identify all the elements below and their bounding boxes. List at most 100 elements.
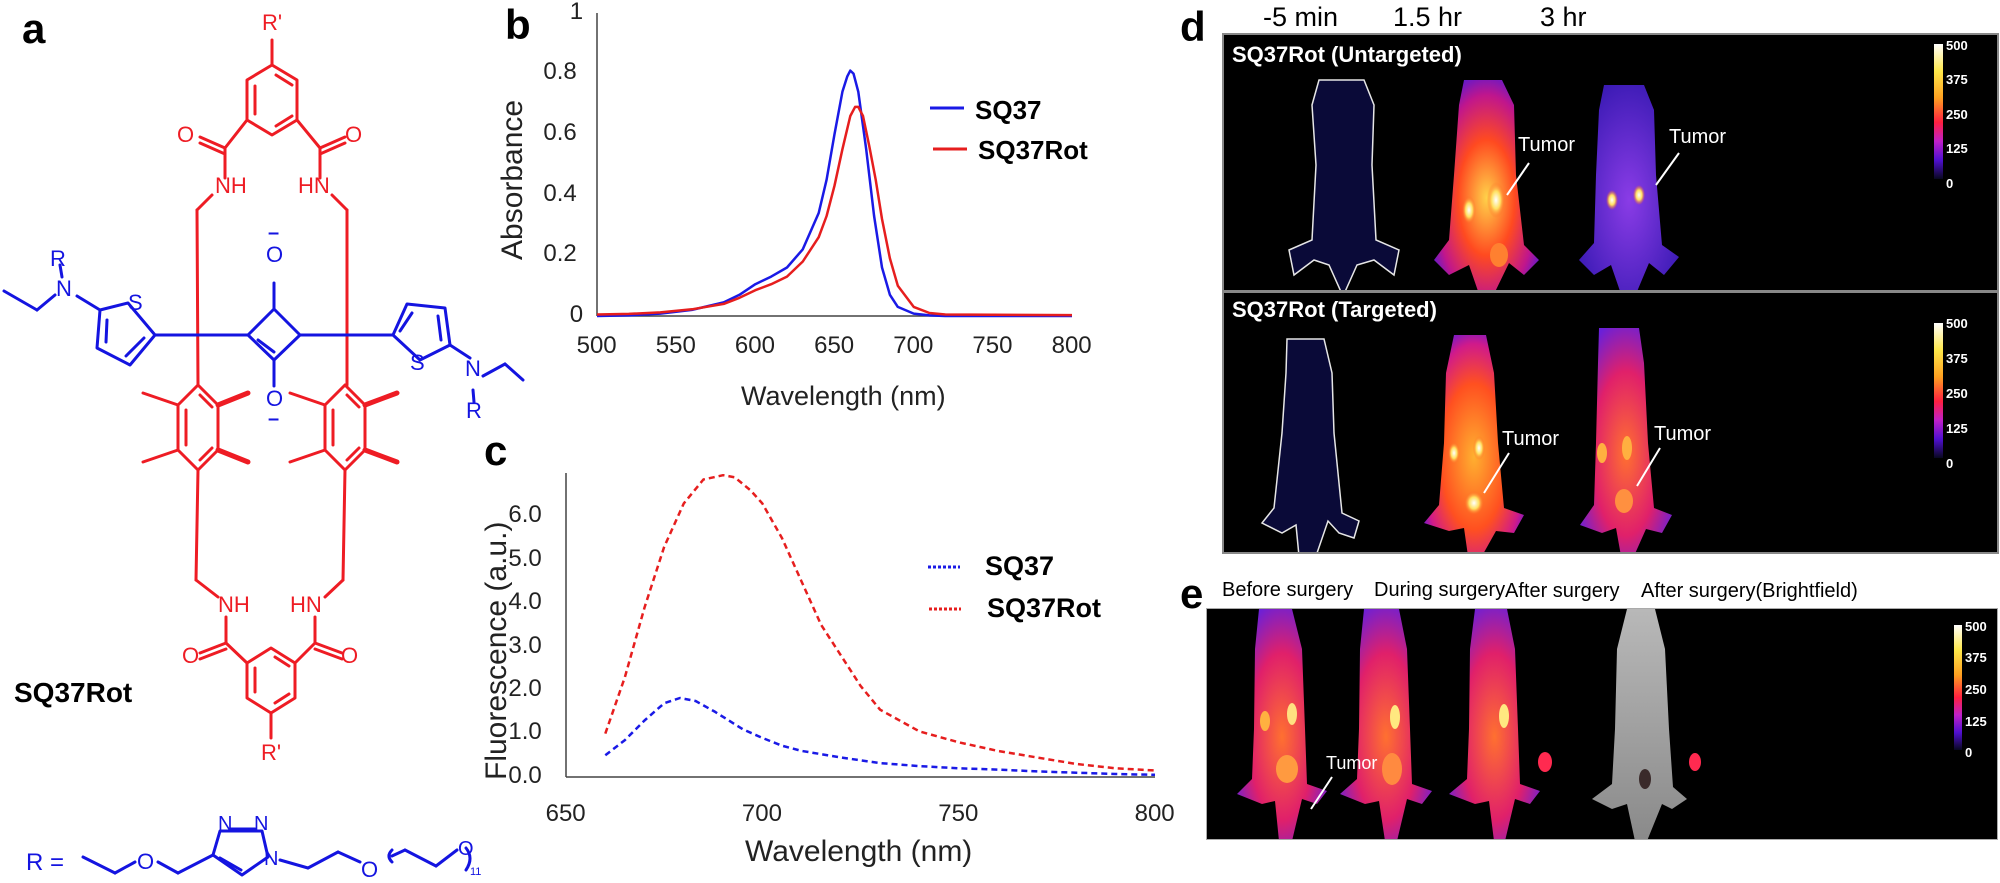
colorbar-tick: 125 [1965, 714, 1987, 729]
y-tick-label: 0.0 [508, 761, 542, 789]
charge-minus: – [268, 222, 280, 244]
colorbar-tick: 0 [1946, 456, 1954, 471]
colorbar-tick: 0 [1946, 176, 1954, 191]
top-isophthalamide [195, 38, 349, 387]
series-line-sq37rot [596, 105, 1073, 317]
panel-label-b: b [505, 1, 531, 48]
atom-n: N [465, 356, 481, 381]
y-tick-label: 5.0 [508, 544, 542, 572]
mouse-images [1237, 609, 1701, 839]
atom-o: O [182, 643, 200, 668]
panel-label-d: d [1180, 3, 1206, 50]
tumor-arrows [1506, 152, 1680, 196]
panel-label-a: a [22, 5, 46, 52]
mouse-fluorescence [1340, 609, 1432, 839]
x-tick-label: 500 [576, 332, 617, 359]
atom-o: O [458, 838, 474, 860]
colorbar-tick: 125 [1946, 421, 1968, 436]
panel-label-e: e [1180, 570, 1204, 617]
compound-name: SQ37Rot [14, 677, 133, 708]
legend-label-sq37rot: SQ37Rot [978, 135, 1088, 165]
atom-s: S [128, 290, 143, 315]
arrow-icon [1506, 162, 1530, 196]
colorbar-tick: 375 [1946, 72, 1968, 87]
atom-r: R [466, 398, 482, 423]
x-tick-label: 700 [893, 332, 934, 359]
mouse-outline [1288, 79, 1400, 290]
panel-label-c: c [484, 427, 508, 474]
y-tick-label: 0 [569, 300, 584, 328]
tumor-label: Tumor [1654, 423, 1712, 445]
y-tick-label: 0.2 [543, 240, 577, 268]
atom-o: O [137, 849, 155, 874]
repeat-subscript: 11 [470, 866, 482, 878]
tumor-arrows [1310, 776, 1333, 810]
mouse-fluorescence [1449, 609, 1540, 839]
stage-label: After surgery(Brightfield) [1641, 580, 1858, 602]
r-prime-top: R' [262, 10, 283, 35]
tumor-label: Tumor [1326, 753, 1378, 773]
chart-c-plot [565, 473, 1156, 778]
y-tick-label: 1.0 [508, 718, 542, 746]
x-tick-label: 550 [655, 332, 696, 359]
rotaxane-structure [2, 38, 525, 877]
triazole-n: N [264, 848, 279, 870]
colorbar-tick: 250 [1965, 682, 1987, 697]
atom-o: O [177, 122, 195, 147]
x-tick-label: 650 [545, 800, 586, 827]
chart-b-xlabel: Wavelength (nm) [741, 381, 946, 411]
timepoint-label: 1.5 hr [1393, 2, 1463, 32]
surgery-image-strip: Tumor 500 375 250 125 0 [1206, 608, 1998, 840]
tumor-label: Tumor [1518, 134, 1576, 156]
y-tick-label: 3.0 [508, 631, 542, 659]
y-tick-label: 0.6 [543, 119, 577, 146]
r-group-label: R = [26, 849, 65, 876]
mouse-outline [1260, 338, 1360, 552]
timepoint-label: -5 min [1263, 2, 1339, 32]
mouse-brightfield [1592, 609, 1687, 839]
stage-label: After surgery [1505, 580, 1620, 602]
mouse-images [1288, 79, 1679, 290]
left-durene [141, 383, 251, 599]
atom-hn: HN [298, 173, 330, 198]
mouse-fluorescence [1434, 80, 1539, 290]
x-tick-label: 650 [814, 332, 855, 359]
legend-label-sq37: SQ37 [975, 95, 1042, 125]
x-tick-label: 800 [1051, 332, 1092, 359]
mouse-images [1260, 328, 1672, 552]
colorbar-tick: 125 [1946, 141, 1968, 156]
timepoint-label: 3 hr [1540, 2, 1587, 32]
x-tick-label: 800 [1134, 800, 1175, 827]
r-group-chain [81, 827, 472, 877]
right-durene [288, 383, 400, 599]
atom-hn: HN [290, 592, 322, 617]
tumor-label: Tumor [1669, 126, 1727, 148]
x-tick-label: 600 [734, 332, 775, 359]
atom-nh: NH [215, 173, 247, 198]
atom-r: R [50, 246, 66, 271]
squaraine-dye [2, 263, 525, 404]
triazole-n: N [254, 813, 269, 835]
bottom-isophthalamide [198, 615, 344, 740]
imaging-row-untargeted: SQ37Rot (Untargeted) Tumor Tumor 500 375… [1222, 33, 1999, 292]
r-prime-bottom: R' [261, 740, 282, 765]
x-tick-label: 750 [938, 800, 979, 827]
legend-label-sq37: SQ37 [985, 551, 1055, 581]
colorbar-tick: 500 [1965, 619, 1987, 634]
series-line-sq37 [596, 69, 1072, 318]
atom-o: O [361, 857, 379, 882]
colorbar [1934, 44, 1943, 179]
colorbar-tick: 250 [1946, 386, 1968, 401]
stage-label: Before surgery [1222, 579, 1354, 601]
atom-nh: NH [218, 592, 250, 617]
colorbar-tick: 0 [1965, 745, 1973, 760]
chart-c-xlabel: Wavelength (nm) [745, 835, 973, 868]
imaging-row-targeted: SQ37Rot (Targeted) Tumor Tumor 500 375 2… [1222, 291, 1999, 554]
legend-label-sq37rot: SQ37Rot [987, 593, 1102, 623]
colorbar-tick: 375 [1965, 650, 1987, 665]
row-title: SQ37Rot (Targeted) [1232, 297, 1437, 322]
arrow-icon [1310, 776, 1333, 810]
colorbar-tick: 250 [1946, 107, 1968, 122]
stage-label: During surgery [1374, 579, 1506, 601]
atom-o: O [345, 122, 363, 147]
